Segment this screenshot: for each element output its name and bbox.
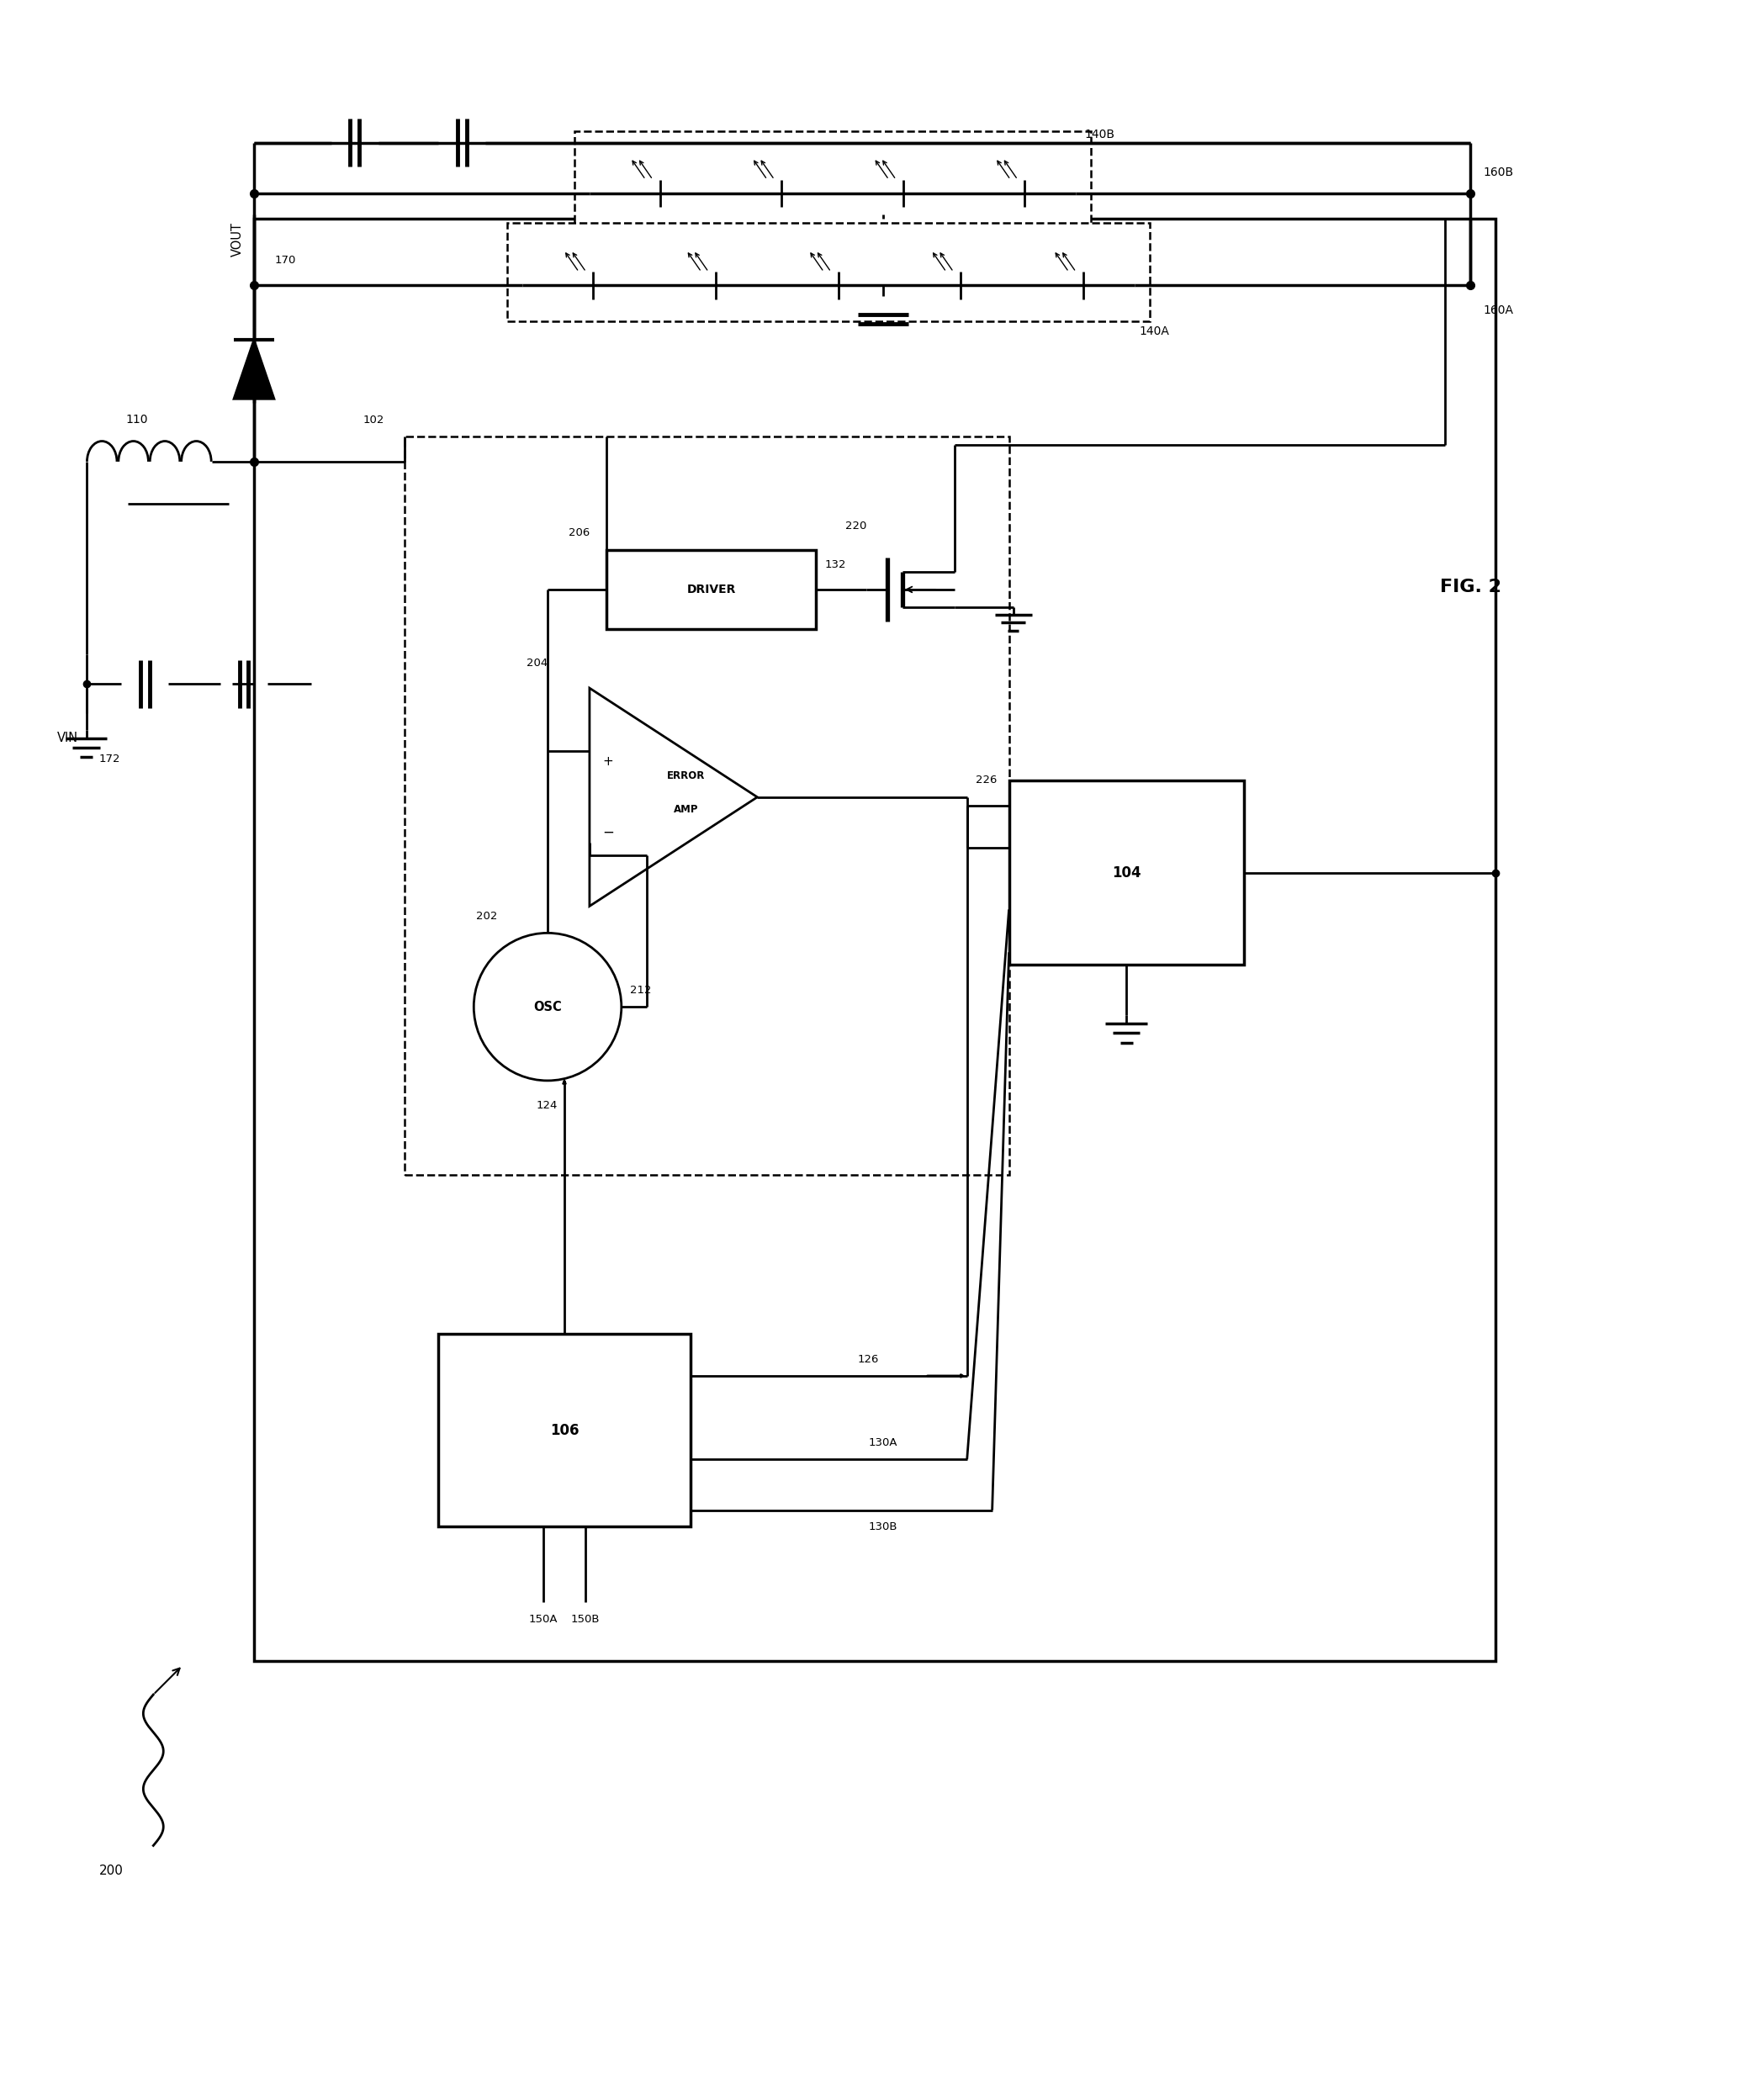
Text: VIN: VIN xyxy=(56,733,77,745)
Polygon shape xyxy=(878,181,904,206)
Text: 200: 200 xyxy=(100,1865,124,1877)
Text: 110: 110 xyxy=(126,414,147,426)
Bar xyxy=(508,223,1149,321)
Polygon shape xyxy=(233,340,273,399)
Text: OSC: OSC xyxy=(533,1000,562,1012)
Bar xyxy=(575,130,1091,229)
Polygon shape xyxy=(999,181,1025,206)
Polygon shape xyxy=(634,181,661,206)
Text: 172: 172 xyxy=(98,754,121,764)
Polygon shape xyxy=(936,271,960,298)
Text: 170: 170 xyxy=(275,254,296,267)
Text: VOUT: VOUT xyxy=(231,223,244,256)
Text: −: − xyxy=(603,825,613,840)
Text: 104: 104 xyxy=(1113,865,1141,880)
Bar xyxy=(254,218,1496,1661)
Polygon shape xyxy=(757,181,781,206)
Bar xyxy=(1009,781,1244,964)
Text: 206: 206 xyxy=(568,527,589,538)
Text: 124: 124 xyxy=(536,1100,557,1111)
Polygon shape xyxy=(1058,271,1083,298)
Text: 226: 226 xyxy=(976,775,997,785)
Text: 150A: 150A xyxy=(529,1613,557,1625)
Text: 126: 126 xyxy=(858,1354,880,1365)
Bar xyxy=(405,437,1009,1174)
Bar xyxy=(438,1334,690,1527)
Text: 130B: 130B xyxy=(869,1520,897,1533)
Bar xyxy=(606,550,816,630)
Text: ERROR: ERROR xyxy=(668,771,704,781)
Text: 106: 106 xyxy=(550,1424,578,1438)
Text: 150B: 150B xyxy=(571,1613,599,1625)
Text: 160A: 160A xyxy=(1482,304,1514,317)
Polygon shape xyxy=(690,271,717,298)
Text: 130A: 130A xyxy=(869,1436,897,1449)
Text: 212: 212 xyxy=(629,985,652,995)
Text: FIG. 2: FIG. 2 xyxy=(1440,580,1501,596)
Text: 132: 132 xyxy=(825,559,846,569)
Polygon shape xyxy=(813,271,837,298)
Text: DRIVER: DRIVER xyxy=(687,584,736,596)
Text: 102: 102 xyxy=(363,414,384,424)
Text: 140A: 140A xyxy=(1139,326,1169,338)
Text: 202: 202 xyxy=(477,911,498,922)
Text: +: + xyxy=(603,756,613,769)
Text: AMP: AMP xyxy=(673,804,699,815)
Text: 204: 204 xyxy=(526,657,548,668)
Polygon shape xyxy=(568,271,594,298)
Text: 140B: 140B xyxy=(1084,128,1114,141)
Text: 220: 220 xyxy=(846,521,867,531)
Text: 160B: 160B xyxy=(1482,166,1514,178)
